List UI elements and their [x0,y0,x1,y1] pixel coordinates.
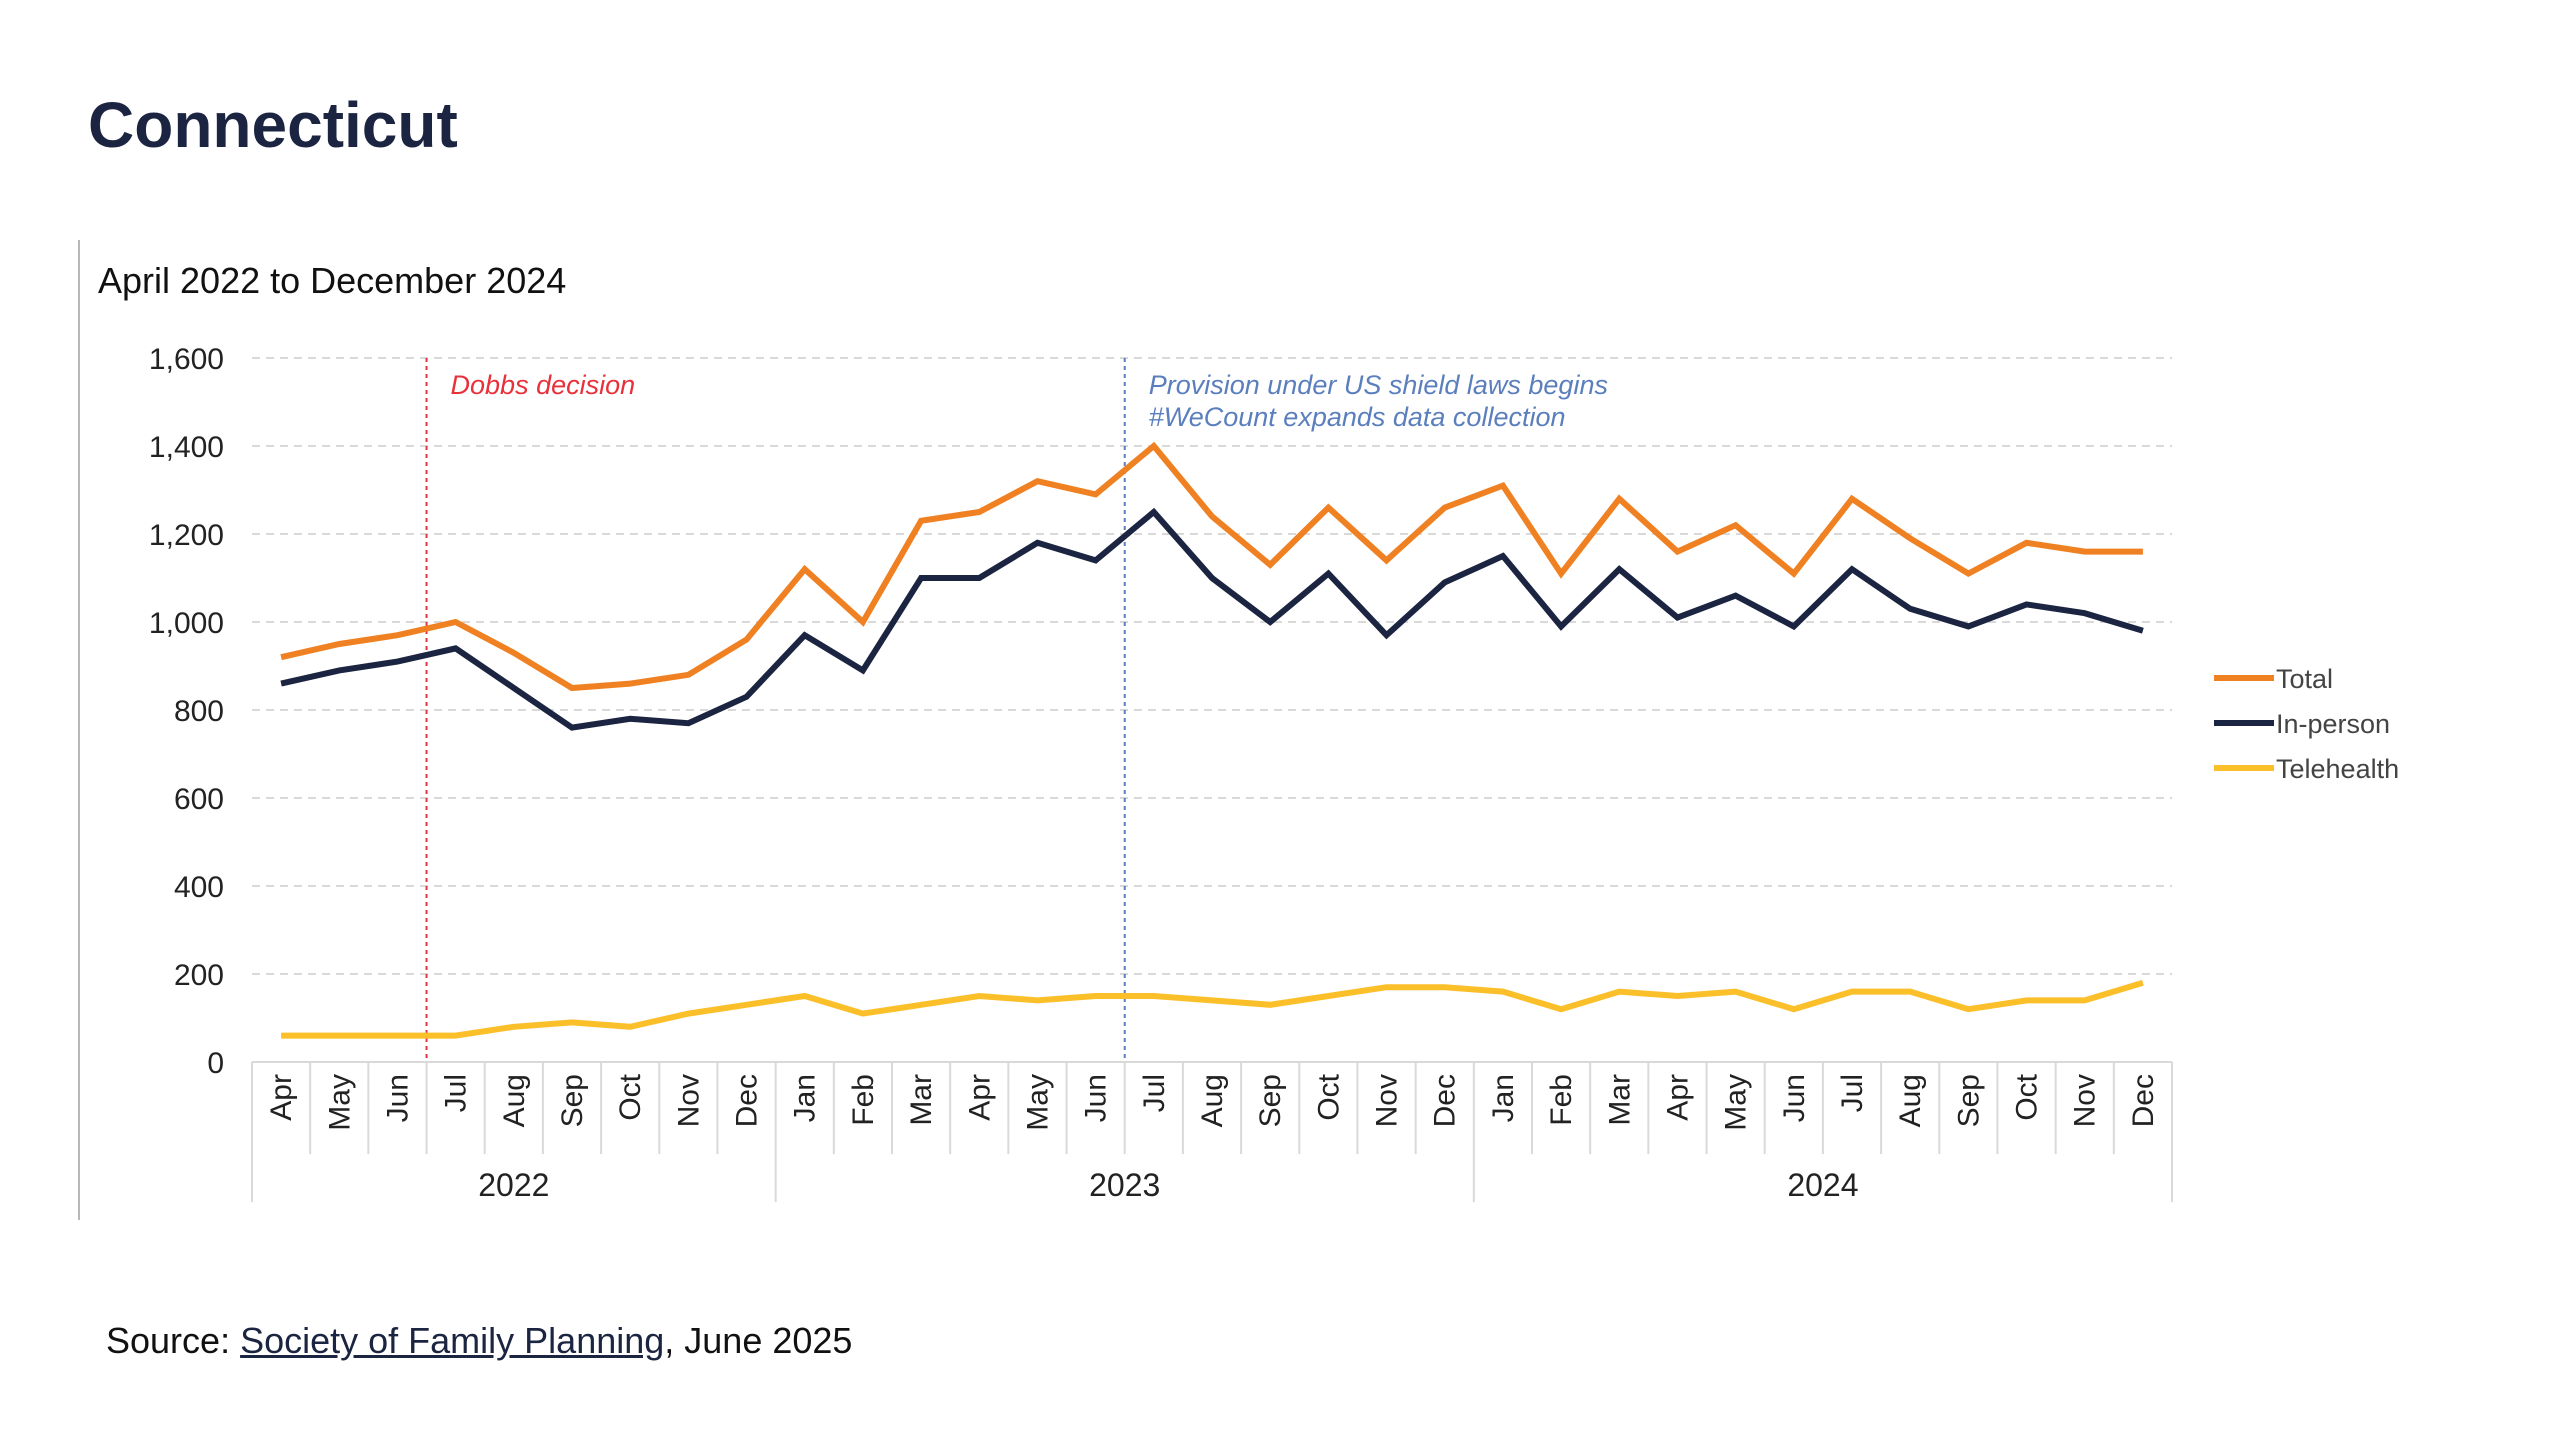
x-tick-label: Aug [498,1074,531,1127]
x-tick-label: Nov [2069,1074,2102,1127]
y-tick-label: 1,600 [149,343,224,376]
chart-panel: April 2022 to December 2024 [78,240,2440,1220]
x-tick-label: Jul [440,1074,473,1112]
x-tick-label: Oct [1312,1073,1345,1120]
chart-subtitle: April 2022 to December 2024 [98,260,567,301]
x-tick-label: Nov [672,1074,705,1127]
legend: Total In-person Telehealth [2214,664,2399,784]
series-line-total [280,441,2143,692]
x-tick-label: Dec [1429,1074,1462,1127]
series-lines [280,441,2144,1039]
y-tick-label: 400 [174,871,224,904]
x-tick-label: Sep [1254,1074,1287,1127]
x-tick-label: Oct [2011,1073,2044,1120]
annotation-text: Dobbs decision [451,370,636,400]
x-tick-label: Jul [1138,1074,1171,1112]
x-tick-label: May [1720,1074,1753,1131]
source-prefix: Source: [106,1320,241,1361]
x-tick-label: Mar [1603,1074,1636,1126]
x-tick-label: Sep [1952,1074,1985,1127]
x-tick-label: Aug [1196,1074,1229,1127]
y-tick-label: 1,200 [149,519,224,552]
x-tick-label: Jan [1487,1074,1520,1122]
source-note: Source: Society of Family Planning, June… [106,1320,852,1362]
x-tick-label: Mar [905,1074,938,1126]
x-tick-label: Oct [614,1073,647,1120]
year-label: 2023 [1089,1167,1160,1203]
y-tick-label: 0 [207,1047,224,1080]
x-tick-label: Feb [1545,1074,1578,1126]
annotation-text: #WeCount expands data collection [1149,402,1566,432]
series-line-in-person [280,507,2144,731]
y-tick-label: 600 [174,783,224,816]
x-tick-label: May [1021,1074,1054,1131]
y-tick-label: 1,000 [149,607,224,640]
year-label: 2024 [1787,1167,1858,1203]
legend-label: In-person [2276,709,2390,739]
x-tick-label: May [323,1074,356,1131]
x-tick-label: Jun [381,1074,414,1122]
series-line-telehealth [281,979,2144,1039]
axes: 0 200 400 600 800 1,000 1,200 1,400 1,600 Apr May J… [149,343,2173,1203]
x-tick-label: Sep [556,1074,589,1127]
year-label: 2022 [478,1167,549,1203]
gridlines [252,357,2172,975]
x-tick-label: Apr [1661,1074,1694,1121]
x-tick-label: Aug [1894,1074,1927,1127]
page-title: Connecticut [88,89,458,161]
source-link[interactable]: Society of Family Planning [240,1320,665,1361]
source-suffix: , June 2025 [664,1320,853,1361]
x-tick-label: Jan [789,1074,822,1122]
x-tick-label: Dec [731,1074,764,1127]
annotations: Dobbs decision Provision under US shield … [425,358,1608,1062]
legend-label: Total [2276,664,2333,694]
x-tick-label: Dec [2127,1074,2160,1127]
x-tick-label: Nov [1371,1074,1404,1127]
x-tick-label: Jun [1778,1074,1811,1122]
x-tick-label: Jun [1080,1074,1113,1122]
y-tick-label: 800 [174,695,224,728]
annotation-text: Provision under US shield laws begins [1149,370,1608,400]
x-tick-label: Jul [1836,1074,1869,1112]
legend-label: Telehealth [2276,754,2399,784]
x-tick-label: Feb [847,1074,880,1126]
x-tick-label: Apr [265,1074,298,1121]
x-tick-label: Apr [963,1074,996,1121]
y-tick-label: 200 [174,959,224,992]
y-tick-label: 1,400 [149,431,224,464]
